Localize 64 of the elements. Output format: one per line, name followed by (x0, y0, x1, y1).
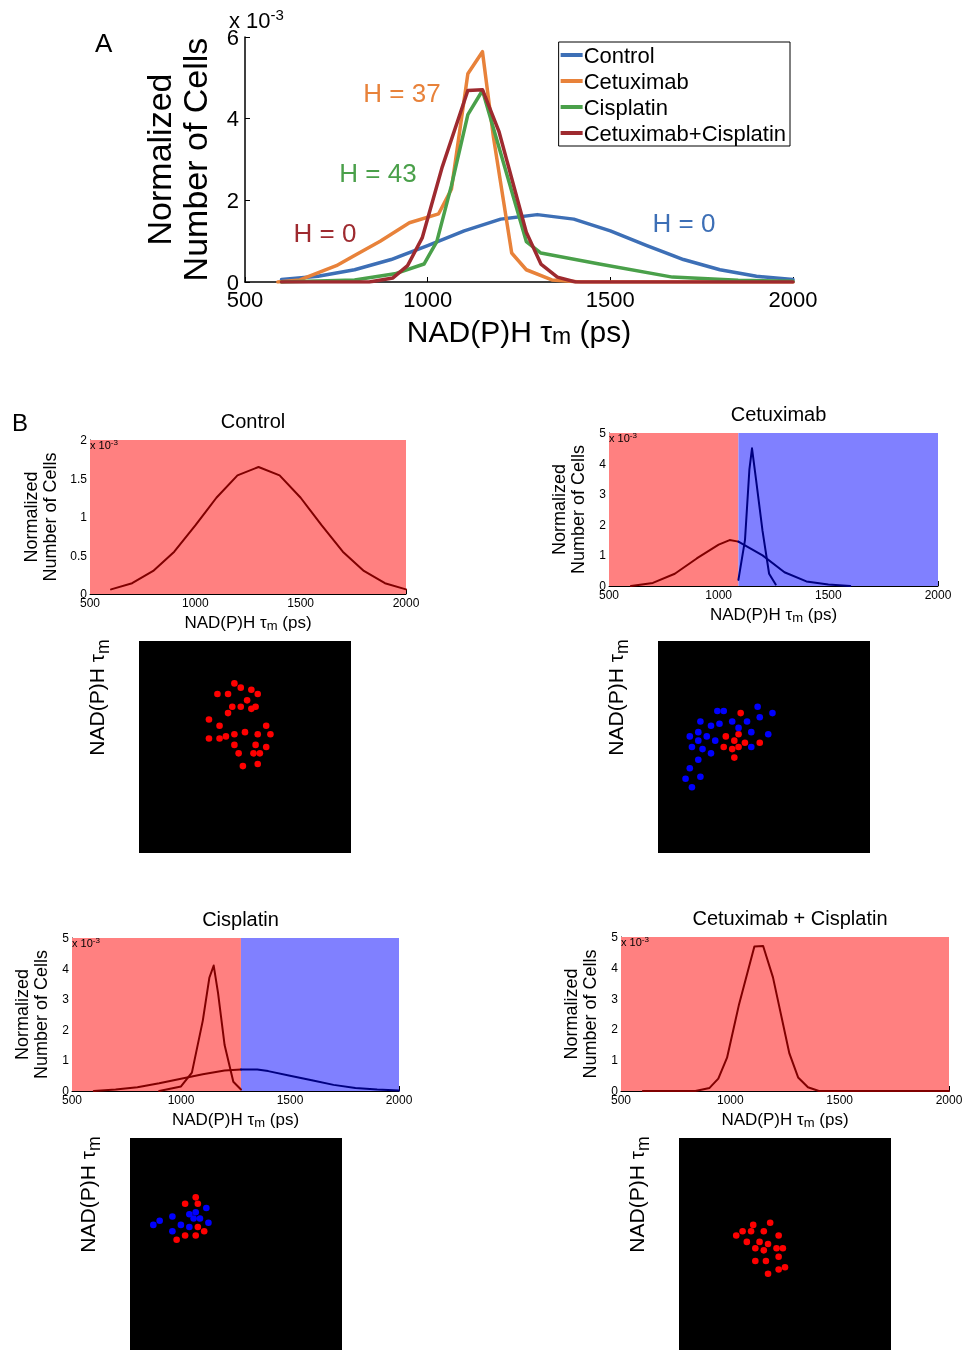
x-tick-label: 1500 (287, 596, 315, 610)
y-tick-label: 5 (611, 930, 619, 944)
y-tick-label: 2 (80, 433, 88, 447)
y-tick-label: 4 (62, 961, 70, 976)
y-axis-title: Normalized Number of Cells (11, 949, 51, 1080)
y-tick-label: 1 (80, 510, 88, 524)
y-tick-label: 1 (611, 1053, 619, 1068)
x-tick-label: 2000 (392, 596, 420, 610)
annotation: H = 43 (339, 158, 417, 188)
x-tick-label: 2000 (385, 1093, 413, 1107)
x-tick-label: 1000 (716, 1093, 744, 1107)
chart-title: Cetuximab (730, 403, 827, 425)
y-axis-title: Normalized Number of Cells (560, 949, 600, 1079)
x-tick-label: 1000 (403, 286, 453, 312)
y-tick-label: 2 (611, 1022, 619, 1037)
x-tick-label: 1500 (276, 1093, 304, 1107)
y-tick-label: 0.5 (70, 548, 88, 563)
y-tick-label: 5 (599, 426, 607, 440)
y-axis-title: Normalized Number of Cells (548, 444, 588, 575)
x-tick-label: 1500 (585, 286, 635, 312)
chart-title: Control (220, 410, 286, 432)
y-tick-label: 3 (599, 487, 607, 502)
x-tick-label: 2000 (935, 1093, 963, 1107)
x-tick-label: 2000 (924, 588, 952, 602)
line-series (629, 539, 740, 587)
annotation: H = 0 (652, 208, 716, 238)
x-tick-label: 1000 (705, 588, 733, 602)
x-tick-label: 1500 (826, 1093, 854, 1107)
text: A (95, 28, 113, 58)
chart-title: Cetuximab + Cisplatin (692, 907, 888, 929)
x-axis-title: NAD(P)H τm (ps) (709, 605, 838, 625)
y-tick-label: 3 (611, 991, 619, 1006)
x-tick-label: 1000 (167, 1093, 195, 1107)
legend-label: Control (583, 42, 655, 68)
annotation: H = 37 (363, 78, 441, 108)
x-axis-title: NAD(P)H τm (ps) (184, 613, 312, 633)
y-tick-label: 4 (611, 960, 619, 975)
x-axis-title: NAD(P)H τm (ps) (406, 315, 632, 349)
legend-label: Cisplatin (583, 94, 668, 120)
y-tick-label: 2 (226, 187, 239, 213)
y-tick-label: 1.5 (70, 471, 88, 486)
x-axis-title: NAD(P)H τm (ps) (721, 1110, 849, 1130)
line-series (279, 212, 795, 282)
y-tick-label: 1 (599, 548, 607, 563)
y-tick-label: 1 (62, 1053, 70, 1068)
y-axis-title: Normalized Number of Cells (21, 452, 60, 582)
legend-label: Cetuximab+Cisplatin (583, 120, 786, 146)
chart-title: Cisplatin (202, 908, 279, 930)
y-tick-label: 2 (62, 1022, 70, 1037)
y-axis-title: Normalized Number of Cells (140, 37, 215, 282)
x-tick-label: 1000 (181, 596, 209, 610)
text: B (12, 408, 29, 436)
line-series (110, 465, 407, 591)
y-tick-label: 2 (599, 517, 607, 532)
y-tick-label: 4 (226, 106, 239, 132)
legend-label: Cetuximab (583, 68, 689, 94)
x-axis-title: NAD(P)H τm (ps) (171, 1110, 300, 1130)
line-series (239, 1068, 400, 1092)
x-tick-label: 1500 (814, 588, 842, 602)
annotation: H = 0 (293, 218, 357, 248)
y-tick-label: 4 (599, 456, 607, 471)
y-tick-label: 3 (62, 992, 70, 1007)
x-tick-label: 2000 (768, 286, 818, 312)
y-tick-label: 5 (62, 931, 70, 945)
